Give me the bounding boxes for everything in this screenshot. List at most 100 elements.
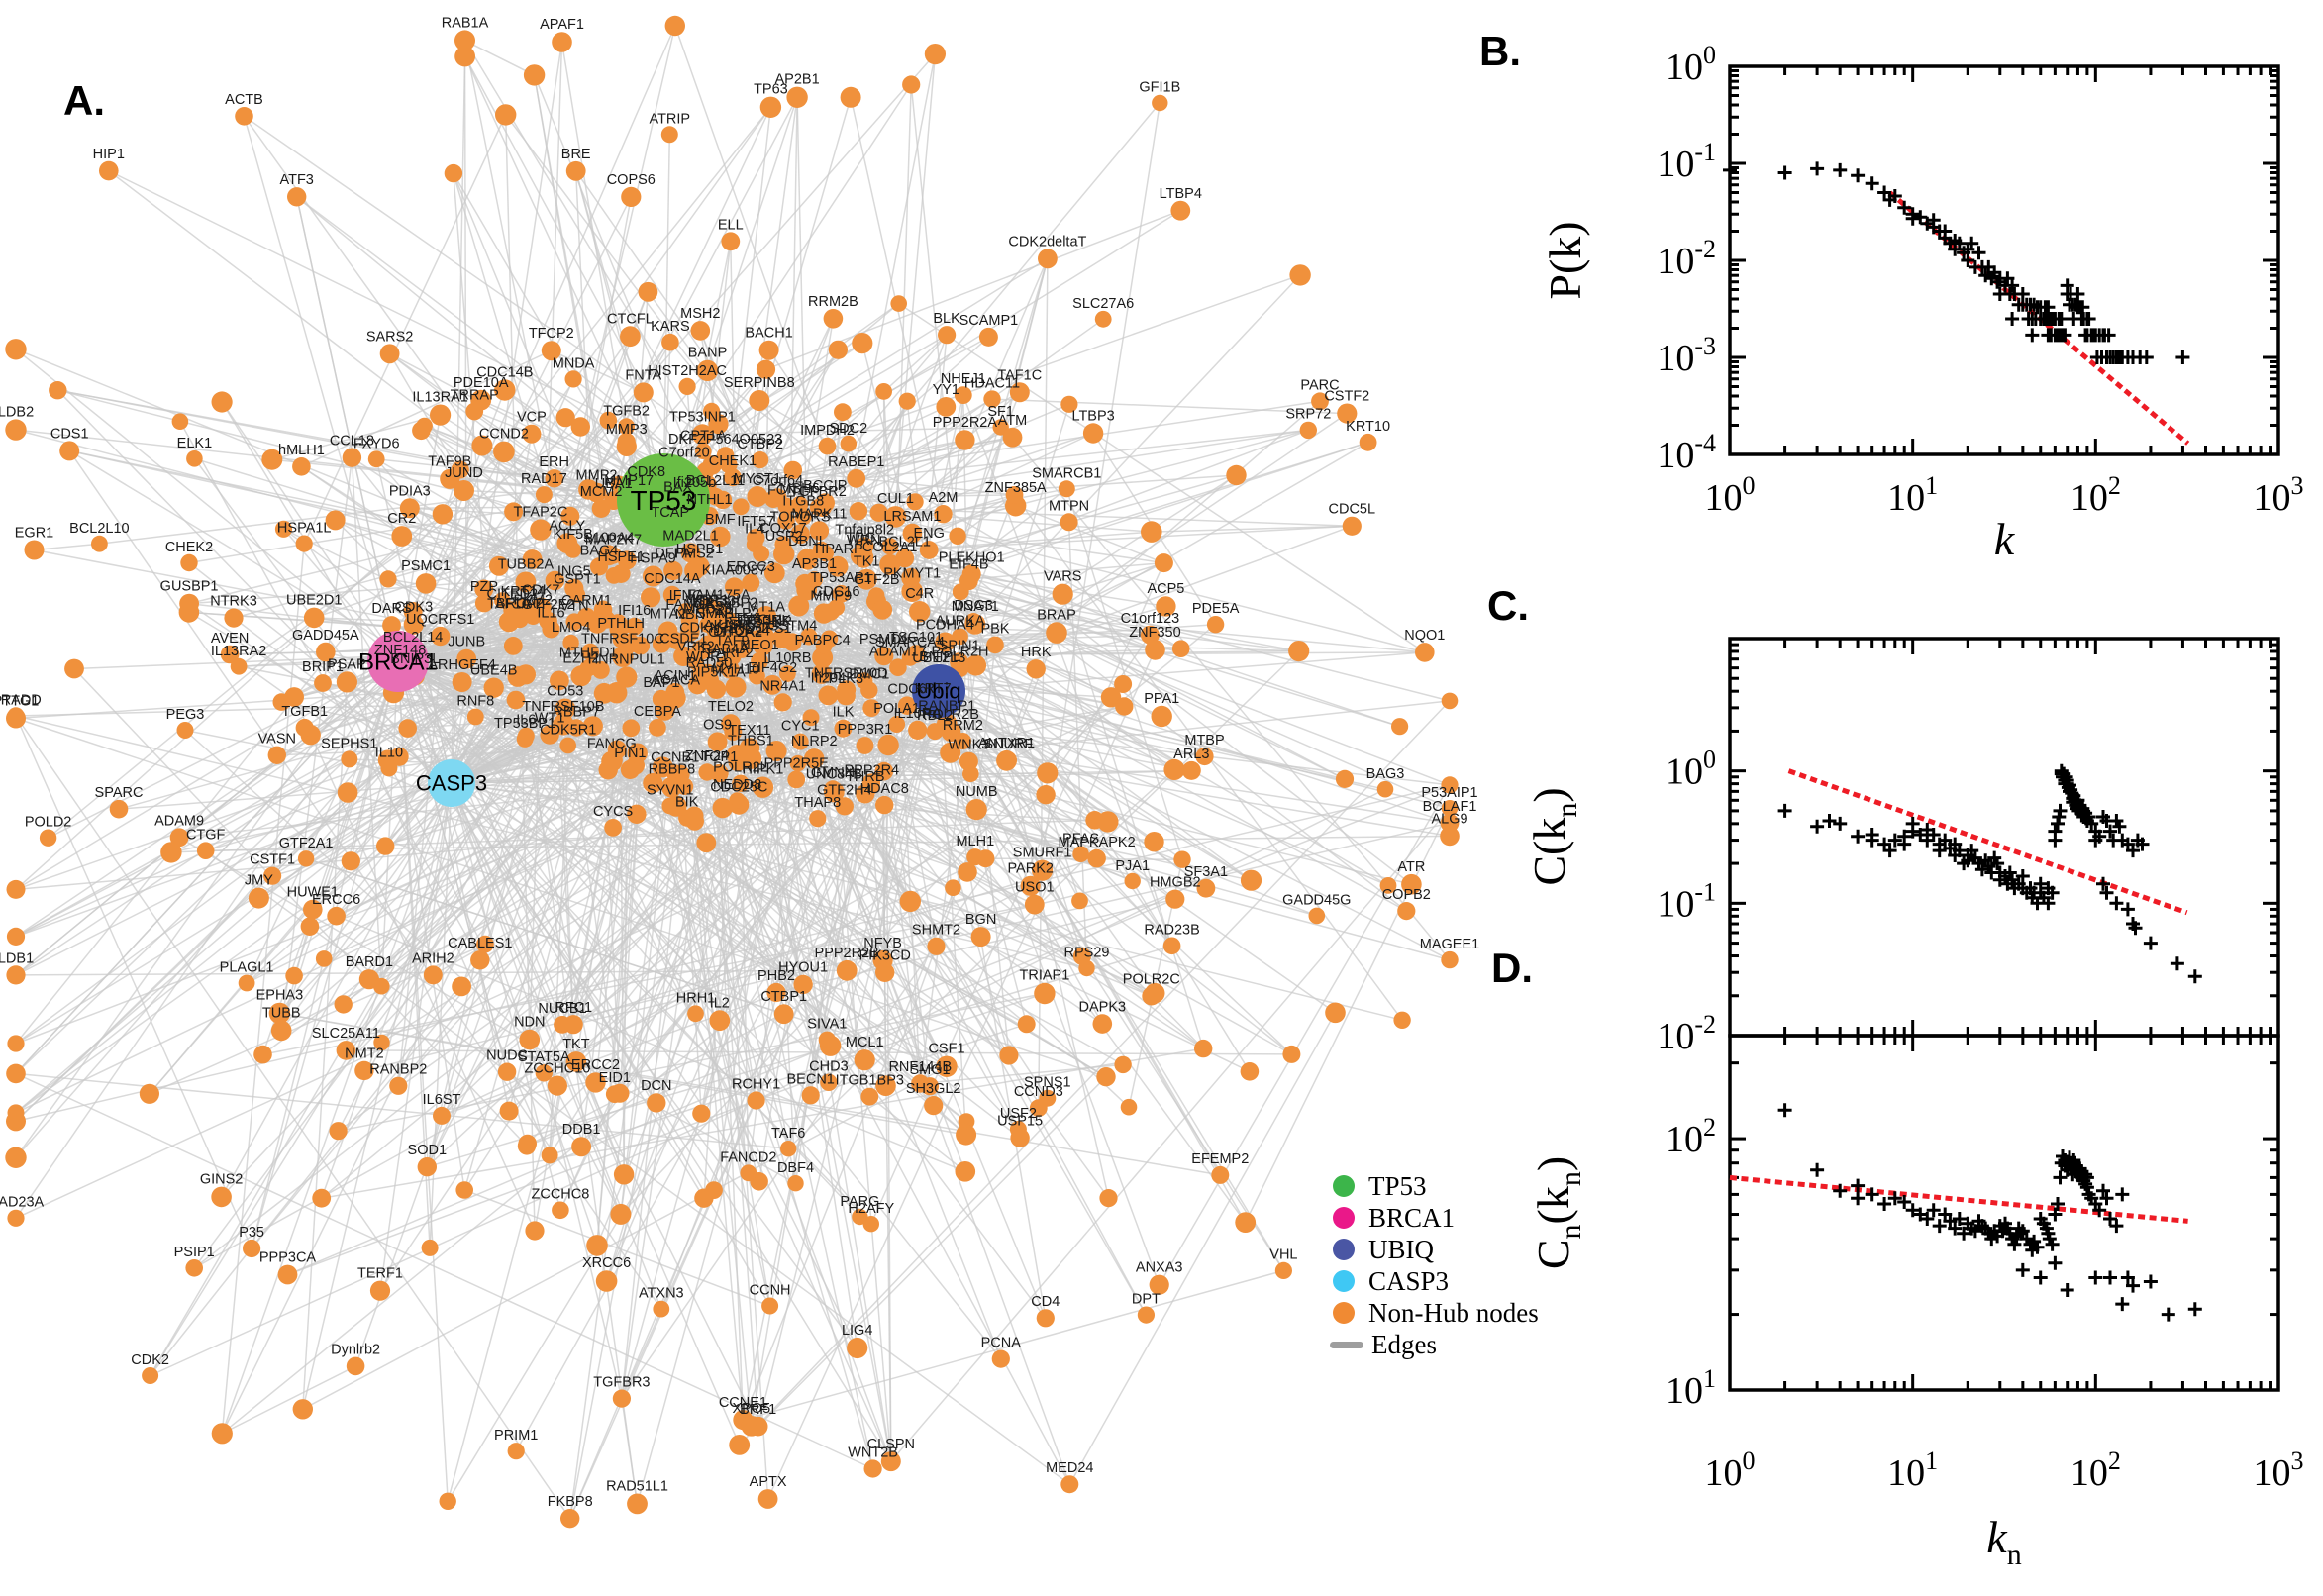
network-node — [1060, 513, 1078, 532]
network-node — [523, 64, 546, 86]
network-node — [571, 1137, 592, 1157]
gene-label: LRSAM1 — [883, 509, 941, 525]
node-labels: TP53RK KIAA0087 THAP8 CDC14B MAGEE1 DHCR24 CDC… — [0, 15, 1479, 1510]
edge — [397, 660, 750, 1174]
gene-label: NFYB — [863, 936, 902, 951]
edge — [397, 25, 676, 662]
edge — [957, 535, 1412, 885]
network-node — [562, 634, 579, 651]
network-node — [547, 1075, 568, 1096]
network-node — [59, 441, 80, 461]
network-node — [881, 538, 899, 555]
edge — [821, 102, 1161, 508]
gene-label: THAP8 — [794, 795, 841, 811]
gene-label: GSPT1 — [554, 571, 601, 587]
gene-label: TAF9B — [428, 454, 471, 470]
network-node — [777, 512, 795, 530]
axis-label: Cn(kn) — [1528, 1156, 1587, 1269]
network-node — [954, 386, 972, 404]
edge — [786, 97, 798, 674]
network-node — [815, 637, 833, 654]
network-node — [421, 1239, 439, 1256]
gene-label: HDAC8 — [860, 781, 909, 797]
gene-label: DCN — [641, 1078, 671, 1094]
network-node — [673, 646, 694, 666]
gene-label: PPP2R2B — [815, 946, 879, 961]
network-node — [238, 974, 255, 992]
edge — [397, 660, 865, 747]
gene-label: ZCCHC8 — [531, 1187, 589, 1203]
edge — [515, 690, 940, 1452]
gene-label: KARS — [651, 319, 690, 335]
gene-label: JUNB — [448, 635, 485, 650]
hub-node-tp53 — [617, 453, 710, 547]
gene-label: ACIN1 — [654, 668, 696, 684]
edge — [220, 782, 453, 1198]
legend-label: Edges — [1371, 1329, 1437, 1359]
network-node — [787, 1175, 804, 1192]
gene-label: CDK2 — [131, 1352, 169, 1368]
network-node — [897, 696, 917, 715]
gene-label: GTF2A1 — [279, 836, 334, 851]
tick-label: 10-4 — [1657, 429, 1716, 476]
edge — [397, 391, 645, 662]
network-node — [788, 595, 810, 617]
gene-label: TGFB2 — [603, 403, 650, 419]
gene-label: PPA1 — [1144, 691, 1179, 707]
network-node — [327, 906, 346, 926]
network-node — [1391, 718, 1409, 736]
gene-label: TELO2 — [708, 699, 754, 715]
gene-label: TP53BP1 — [494, 716, 556, 732]
network-node — [589, 557, 609, 576]
network-node — [1034, 982, 1056, 1005]
edge — [865, 578, 1389, 887]
node-swatch-icon — [1333, 1302, 1355, 1324]
gene-label: HNRNPUL1 — [588, 651, 665, 667]
gene-label: AURKA — [936, 614, 985, 630]
gene-label: WRN — [847, 533, 881, 549]
gene-label: FANCA — [665, 597, 714, 613]
network-node — [503, 637, 523, 655]
network-node — [506, 690, 526, 710]
network-node — [721, 232, 741, 251]
network-node — [605, 1085, 624, 1103]
gene-label: EZH2 — [562, 650, 599, 666]
network-node — [593, 682, 615, 704]
network-node — [334, 995, 353, 1014]
network-node — [550, 670, 569, 691]
edge — [179, 700, 1451, 839]
network-node — [706, 487, 725, 506]
network-node — [270, 1020, 292, 1042]
gene-label: BCL2L1 — [878, 535, 930, 550]
edge — [412, 654, 510, 1112]
edge — [575, 1061, 759, 1428]
network-node — [541, 341, 561, 361]
gene-label: IFI16 — [618, 603, 651, 619]
gene-label: TFCP2 — [529, 326, 574, 342]
network-node — [1036, 1309, 1055, 1328]
gene-label: ERCC3 — [727, 559, 775, 575]
gene-label: TAF6 — [771, 1126, 805, 1142]
log-log-plots: 100 101 102 10310010-110-210-310-4kP(k)1001… — [1524, 41, 2304, 1571]
edge — [15, 1072, 873, 1470]
gene-label: MSH2 — [680, 306, 720, 322]
edge — [741, 506, 944, 515]
gene-label: CYCS — [593, 804, 633, 820]
network-node — [840, 86, 861, 108]
edge — [822, 506, 1156, 651]
gene-label: MYH10 — [712, 662, 759, 678]
network-node — [595, 1270, 618, 1292]
network-node — [1206, 616, 1225, 634]
edge — [238, 426, 581, 667]
gene-label: SMURF1 — [1013, 846, 1072, 861]
data-point-markers — [1723, 161, 2190, 364]
network-node — [380, 759, 398, 777]
gene-label: ITGB8 — [782, 494, 824, 510]
gene-label: APTX — [750, 1474, 787, 1490]
edge — [825, 429, 1309, 504]
network-node — [812, 497, 832, 517]
gene-label: PLEKHO1 — [939, 549, 1005, 565]
network-node — [403, 602, 423, 621]
gene-label: COX17 — [759, 521, 807, 537]
gene-label: WNK3 — [948, 738, 989, 753]
